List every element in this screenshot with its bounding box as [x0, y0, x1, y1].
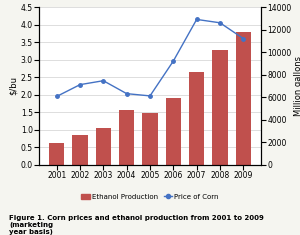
Bar — [189, 72, 204, 164]
Bar — [96, 128, 111, 164]
Price of Corn — [172, 60, 175, 63]
Price of Corn — [55, 95, 58, 98]
Price of Corn — [78, 83, 82, 86]
Bar — [119, 110, 134, 164]
Price of Corn — [148, 94, 152, 97]
Bar — [166, 98, 181, 164]
Y-axis label: $/bu: $/bu — [9, 76, 18, 95]
Line: Price of Corn: Price of Corn — [55, 18, 245, 98]
Bar — [236, 31, 251, 164]
Y-axis label: Million gallons: Million gallons — [294, 56, 300, 116]
Price of Corn — [242, 37, 245, 40]
Price of Corn — [218, 21, 222, 24]
Price of Corn — [125, 92, 128, 95]
Text: Figure 1. Corn prices and ethanol production from 2001 to 2009 (marketing
year b: Figure 1. Corn prices and ethanol produc… — [9, 215, 264, 235]
Bar — [212, 50, 228, 164]
Bar — [142, 113, 158, 164]
Price of Corn — [101, 79, 105, 82]
Bar — [49, 143, 64, 164]
Price of Corn — [195, 18, 199, 21]
Bar — [72, 135, 88, 164]
Legend: Ethanol Production, Price of Corn: Ethanol Production, Price of Corn — [82, 194, 218, 200]
